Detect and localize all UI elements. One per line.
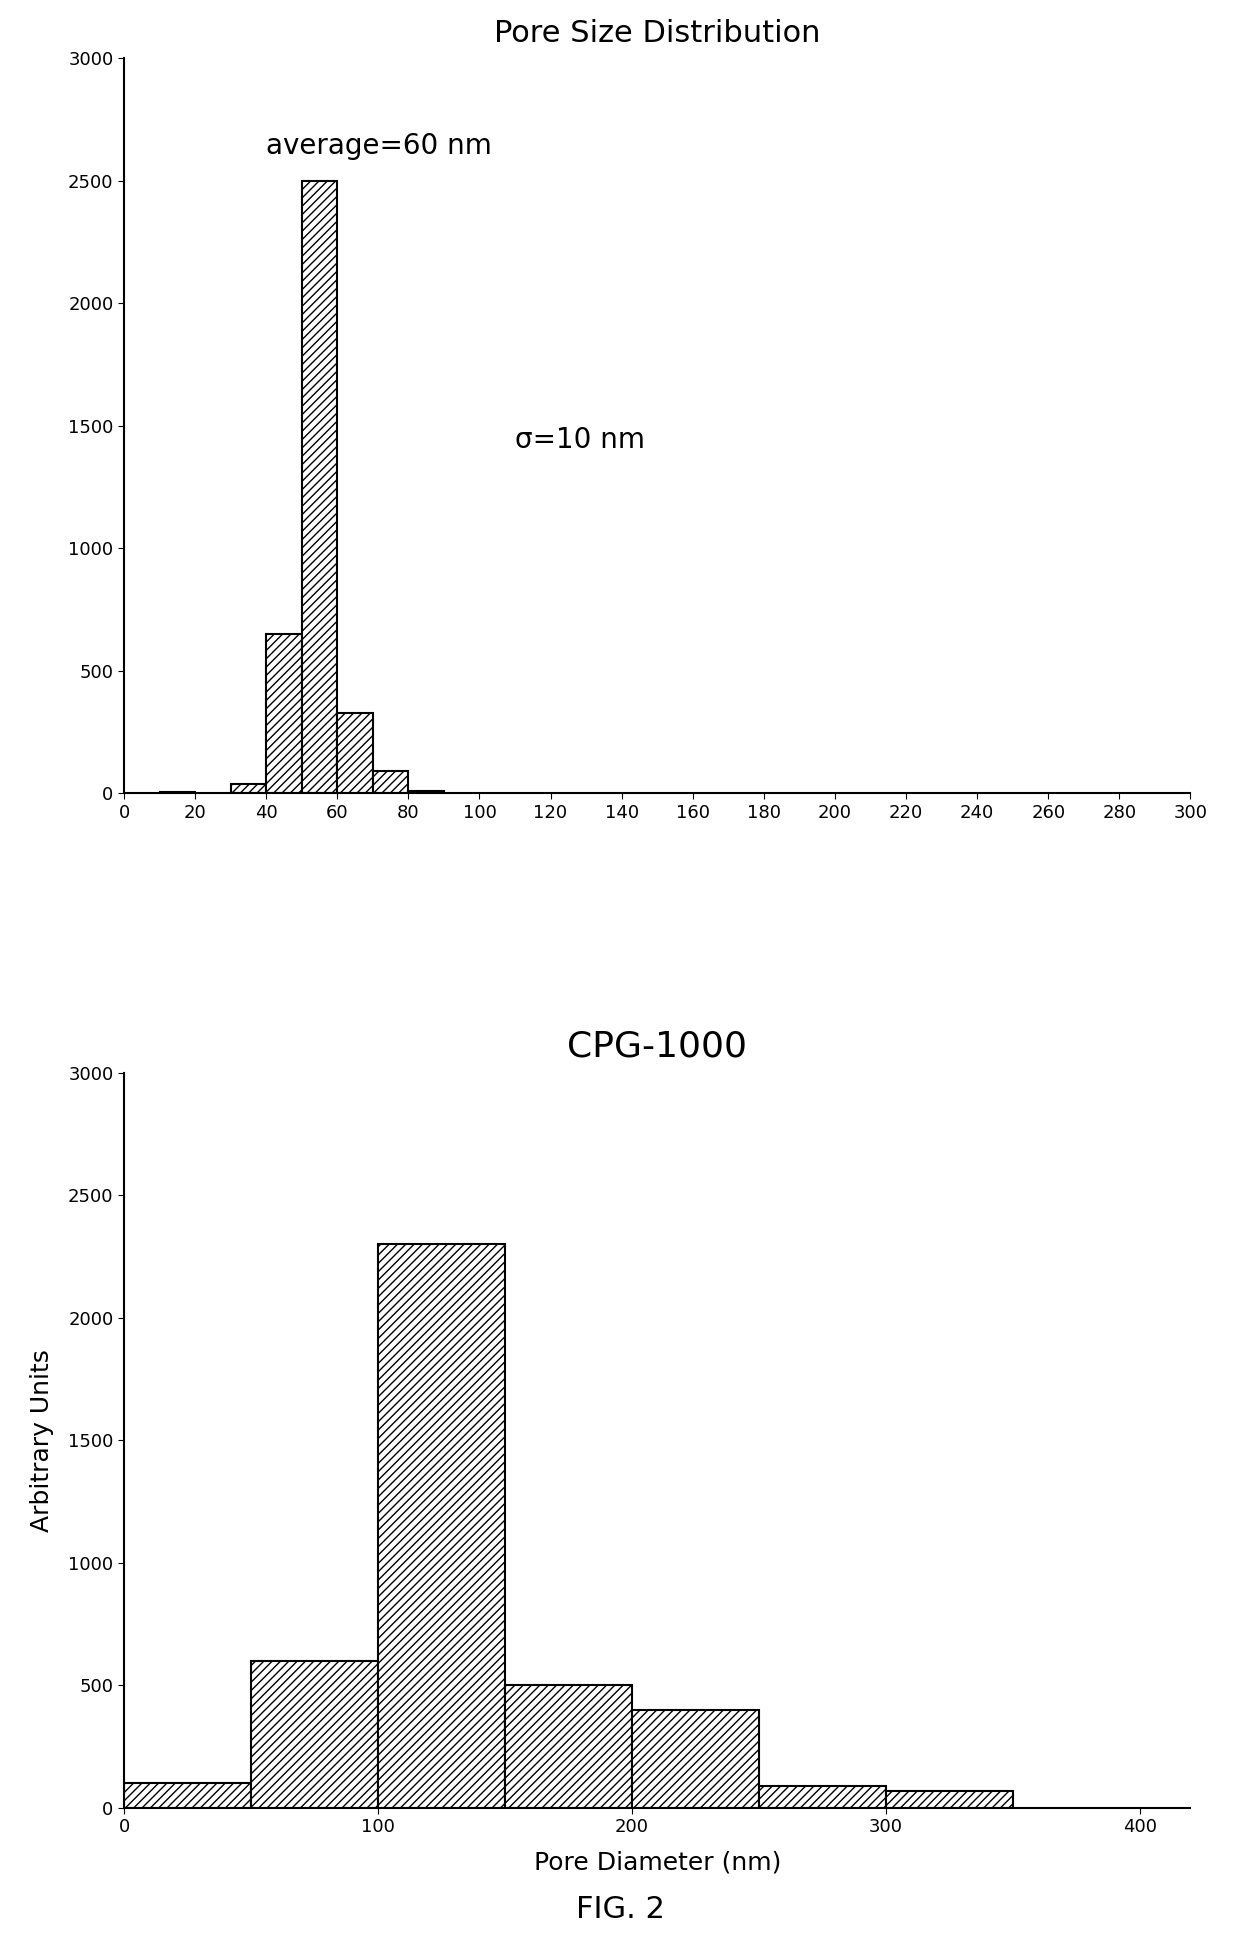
Bar — [267, 634, 301, 793]
Bar — [885, 1790, 1013, 1808]
Bar — [373, 772, 408, 793]
Y-axis label: Arbitrary Units: Arbitrary Units — [30, 1349, 55, 1532]
Bar — [632, 1711, 759, 1808]
Title: Pore Size Distribution: Pore Size Distribution — [494, 19, 821, 49]
Bar — [231, 783, 267, 793]
Bar — [408, 791, 444, 793]
Bar — [301, 181, 337, 793]
Bar — [378, 1244, 505, 1808]
Text: average=60 nm: average=60 nm — [267, 132, 492, 159]
Bar — [505, 1685, 632, 1808]
Title: CPG-1000: CPG-1000 — [567, 1028, 748, 1063]
Bar — [759, 1787, 885, 1808]
Bar — [124, 1783, 250, 1808]
Bar — [337, 713, 373, 793]
Text: σ=10 nm: σ=10 nm — [515, 426, 645, 453]
Text: FIG. 2: FIG. 2 — [575, 1895, 665, 1923]
X-axis label: Pore Diameter (nm): Pore Diameter (nm) — [533, 1851, 781, 1874]
Bar — [250, 1660, 378, 1808]
